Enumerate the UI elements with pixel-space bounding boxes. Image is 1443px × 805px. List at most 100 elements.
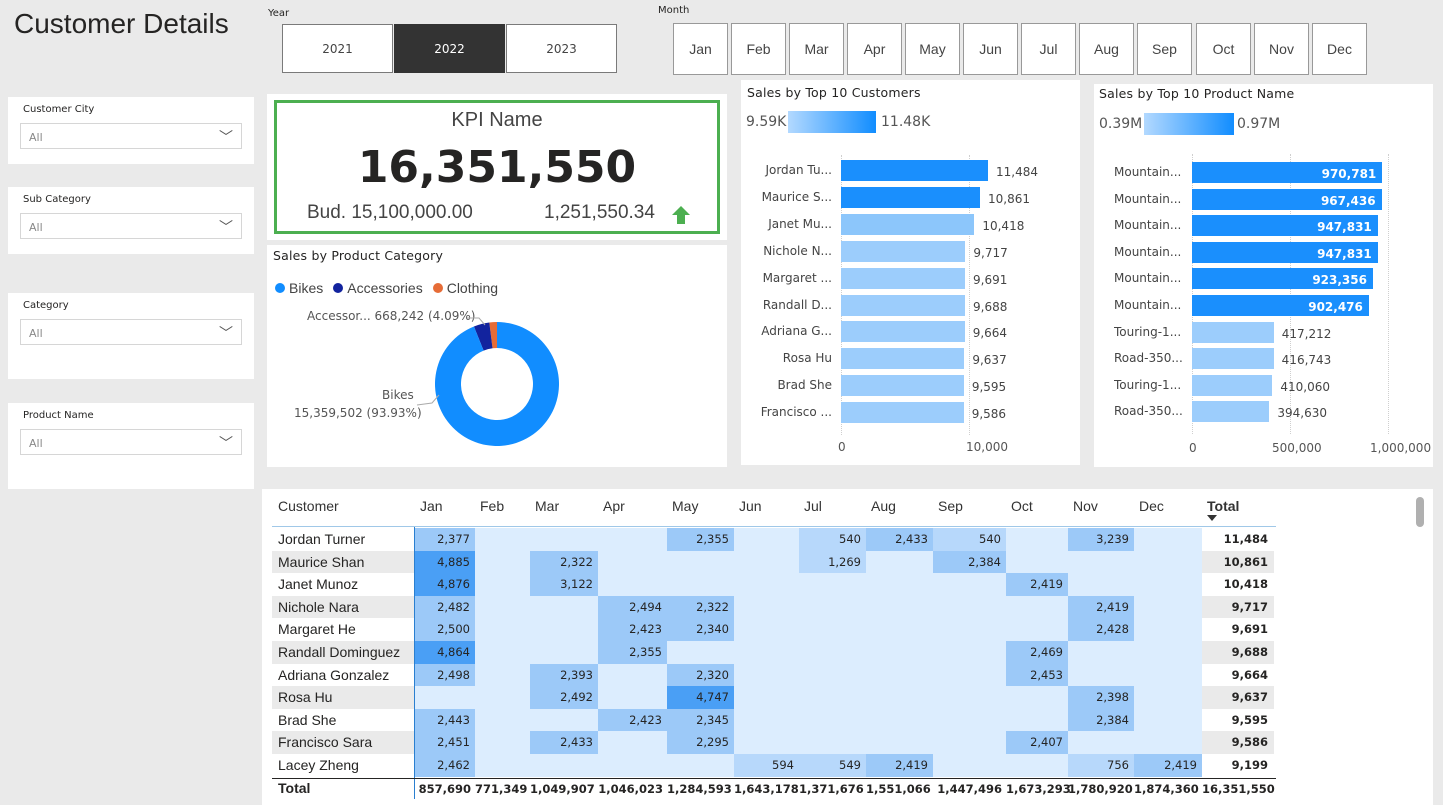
matrix-cell[interactable] xyxy=(933,708,1006,732)
matrix-cell[interactable] xyxy=(598,663,667,687)
matrix-cell[interactable] xyxy=(1068,641,1134,664)
matrix-cell[interactable]: 2,398 xyxy=(1068,686,1134,709)
matrix-cell[interactable]: 2,295 xyxy=(667,731,734,754)
year-2023-button[interactable]: 2023 xyxy=(506,24,617,73)
matrix-cell[interactable] xyxy=(933,573,1006,596)
matrix-cell[interactable] xyxy=(799,573,866,596)
matrix-cell[interactable]: 2,423 xyxy=(598,708,667,732)
matrix-cell[interactable] xyxy=(530,754,598,777)
month-button-jun[interactable]: Jun xyxy=(963,23,1018,75)
prod-bar[interactable] xyxy=(1192,162,1383,183)
matrix-cell[interactable]: 2,322 xyxy=(667,595,734,619)
month-button-jan[interactable]: Jan xyxy=(673,23,728,75)
matrix-cell[interactable] xyxy=(1134,573,1202,596)
legend-bikes[interactable]: Bikes xyxy=(289,280,324,296)
matrix-cell[interactable]: 2,384 xyxy=(1068,708,1134,732)
cust-bar[interactable] xyxy=(841,160,988,181)
month-button-jul[interactable]: Jul xyxy=(1021,23,1076,75)
month-button-nov[interactable]: Nov xyxy=(1254,23,1309,75)
cust-bar[interactable] xyxy=(841,186,981,208)
cust-bar[interactable] xyxy=(841,213,975,235)
matrix-cell[interactable]: 2,407 xyxy=(1006,731,1068,754)
matrix-cell[interactable] xyxy=(1068,573,1134,596)
matrix-cell[interactable] xyxy=(933,663,1006,687)
matrix-col-header[interactable]: Total xyxy=(1207,498,1240,514)
matrix-cell[interactable]: 4,876 xyxy=(415,573,475,596)
matrix-col-header[interactable]: Nov xyxy=(1073,498,1098,514)
prod-bar[interactable] xyxy=(1192,321,1274,343)
matrix-cell[interactable] xyxy=(799,686,866,709)
matrix-cell[interactable] xyxy=(475,595,530,619)
prod-bar[interactable] xyxy=(1192,188,1382,210)
matrix-cell[interactable]: 2,462 xyxy=(415,754,475,777)
matrix-cell[interactable] xyxy=(1006,754,1068,777)
donut-chart[interactable] xyxy=(267,245,727,467)
prod-bar[interactable] xyxy=(1192,268,1373,290)
matrix-cell[interactable] xyxy=(475,731,530,754)
matrix-cell[interactable]: 2,500 xyxy=(415,618,475,641)
matrix-cell[interactable]: 2,384 xyxy=(933,550,1006,574)
matrix-row-name[interactable]: Lacey Zheng xyxy=(272,754,415,777)
matrix-col-header[interactable]: Mar xyxy=(535,498,560,514)
matrix-row-name[interactable]: Margaret He xyxy=(272,618,415,641)
donut-slice-bikes[interactable] xyxy=(435,322,559,446)
matrix-cell[interactable]: 2,355 xyxy=(667,528,734,551)
matrix-cell[interactable] xyxy=(1006,686,1068,709)
cust-bar[interactable] xyxy=(841,348,965,370)
legend-accessories[interactable]: Accessories xyxy=(347,280,423,296)
matrix-col-header[interactable]: Feb xyxy=(480,498,505,514)
matrix-col-header[interactable]: Apr xyxy=(603,498,625,514)
matrix-row-name[interactable]: Maurice Shan xyxy=(272,550,415,574)
matrix-cell[interactable] xyxy=(475,618,530,641)
matrix-cell[interactable]: 2,423 xyxy=(598,618,667,641)
matrix-cell[interactable] xyxy=(415,686,475,709)
matrix-cell[interactable] xyxy=(475,573,530,596)
matrix-cell[interactable] xyxy=(598,686,667,709)
matrix-cell[interactable] xyxy=(1068,550,1134,574)
matrix-row-name[interactable]: Nichole Nara xyxy=(272,595,415,619)
matrix-cell[interactable] xyxy=(799,595,866,619)
month-button-may[interactable]: May xyxy=(905,23,960,75)
matrix-cell[interactable] xyxy=(1134,528,1202,551)
year-2021-button[interactable]: 2021 xyxy=(282,24,393,73)
month-button-apr[interactable]: Apr xyxy=(847,23,902,75)
matrix-row-name[interactable]: Randall Dominguez xyxy=(272,641,415,664)
matrix-cell[interactable] xyxy=(475,528,530,551)
month-button-sep[interactable]: Sep xyxy=(1137,23,1192,75)
matrix-cell[interactable] xyxy=(734,708,799,732)
matrix-cell[interactable]: 2,322 xyxy=(530,550,598,574)
matrix-cell[interactable] xyxy=(530,528,598,551)
matrix-cell[interactable] xyxy=(799,663,866,687)
matrix-cell[interactable] xyxy=(475,686,530,709)
matrix-cell[interactable]: 2,498 xyxy=(415,663,475,687)
matrix-cell[interactable]: 2,492 xyxy=(530,686,598,709)
matrix-col-header[interactable]: Jan xyxy=(420,498,443,514)
matrix-cell[interactable] xyxy=(933,686,1006,709)
matrix-col-header[interactable]: Jun xyxy=(739,498,762,514)
matrix-cell[interactable] xyxy=(866,663,933,687)
matrix-cell[interactable]: 4,747 xyxy=(667,686,734,709)
prod-bar[interactable] xyxy=(1192,295,1369,316)
matrix-col-header[interactable]: May xyxy=(672,498,699,514)
matrix-col-header[interactable]: Jul xyxy=(804,498,822,514)
matrix-cell[interactable]: 2,419 xyxy=(1134,754,1202,777)
matrix-cell[interactable] xyxy=(734,731,799,754)
matrix-cell[interactable] xyxy=(734,618,799,641)
matrix-cell[interactable] xyxy=(1006,528,1068,551)
matrix-cell[interactable] xyxy=(1134,595,1202,619)
matrix-cell[interactable]: 540 xyxy=(933,528,1006,551)
matrix-row-name[interactable]: Francisco Sara xyxy=(272,731,415,754)
matrix-cell[interactable] xyxy=(734,573,799,596)
product-name-dropdown[interactable]: All ﹀ xyxy=(20,429,242,455)
matrix-cell[interactable]: 2,451 xyxy=(415,731,475,754)
matrix-cell[interactable] xyxy=(866,641,933,664)
matrix-cell[interactable] xyxy=(933,754,1006,777)
matrix-cell[interactable] xyxy=(1068,663,1134,687)
matrix-cell[interactable]: 2,469 xyxy=(1006,641,1068,664)
matrix-cell[interactable] xyxy=(1006,708,1068,732)
matrix-cell[interactable] xyxy=(933,641,1006,664)
donut-slice-accessories[interactable] xyxy=(473,322,493,351)
matrix-col-header[interactable]: Aug xyxy=(871,498,896,514)
matrix-cell[interactable] xyxy=(475,708,530,732)
matrix-cell[interactable] xyxy=(933,595,1006,619)
